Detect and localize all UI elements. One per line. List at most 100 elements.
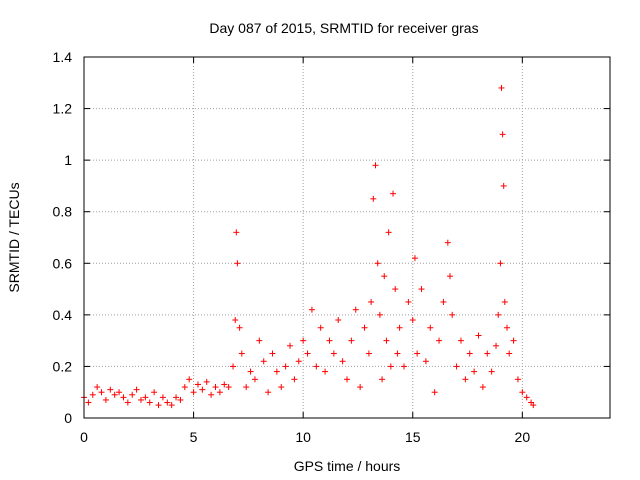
data-point [98, 389, 105, 396]
data-point [107, 386, 114, 393]
data-point [236, 324, 243, 331]
data-point [530, 402, 537, 409]
data-point [436, 337, 443, 344]
data-point [137, 396, 144, 403]
data-point [344, 376, 350, 383]
y-tick-label: 1.4 [53, 49, 73, 65]
x-tick-label: 20 [515, 429, 531, 445]
data-point [466, 350, 473, 357]
data-point [291, 376, 298, 383]
data-point [313, 363, 320, 370]
data-point [265, 389, 272, 396]
data-point [335, 317, 342, 324]
data-point [498, 84, 505, 91]
data-point [510, 337, 517, 344]
data-point [203, 378, 210, 385]
data-point [370, 195, 377, 202]
plot-frame [83, 56, 611, 419]
data-point [368, 298, 375, 305]
data-point [396, 324, 403, 331]
y-axis-label: SRMTID / TECUs [6, 182, 22, 292]
data-point [348, 337, 355, 344]
data-point [155, 402, 162, 409]
x-tick-label: 5 [190, 429, 198, 445]
data-point [146, 399, 153, 406]
data-point [352, 306, 359, 313]
data-point [102, 396, 109, 403]
x-axis-label: GPS time / hours [294, 458, 401, 474]
data-point [357, 384, 364, 391]
data-point [390, 190, 397, 197]
data-point [394, 350, 401, 357]
data-point [376, 311, 383, 318]
data-points [81, 84, 537, 409]
data-point [519, 389, 526, 396]
data-point [151, 389, 158, 396]
data-point [287, 342, 294, 349]
data-point [514, 376, 521, 383]
data-point [159, 394, 166, 401]
data-point [493, 342, 500, 349]
data-point [177, 396, 184, 403]
data-point [317, 324, 324, 331]
data-point [190, 389, 197, 396]
data-point [216, 389, 223, 396]
data-point [409, 317, 416, 324]
data-point [221, 381, 228, 388]
data-point [273, 368, 280, 375]
data-point [387, 363, 394, 370]
data-point [400, 363, 407, 370]
data-point [479, 384, 486, 391]
data-point [111, 391, 118, 398]
data-point [523, 394, 530, 401]
data-point [484, 350, 491, 357]
data-point [269, 350, 276, 357]
data-point [129, 391, 136, 398]
data-point [475, 332, 482, 339]
data-point [385, 229, 392, 236]
data-point [339, 358, 346, 365]
data-point [295, 358, 302, 365]
data-point [282, 363, 289, 370]
data-point [365, 350, 372, 357]
data-point [233, 229, 240, 236]
y-tick-label: 1.2 [53, 101, 73, 117]
data-point [449, 311, 456, 318]
data-point [256, 337, 263, 344]
data-point [503, 324, 510, 331]
data-point [462, 376, 469, 383]
data-point [247, 368, 254, 375]
data-point [186, 376, 193, 383]
data-point [194, 381, 201, 388]
y-tick-label: 0.8 [53, 204, 73, 220]
data-point [457, 337, 464, 344]
data-point [304, 350, 311, 357]
data-point [453, 363, 460, 370]
data-point [497, 260, 504, 267]
y-tick-label: 0.2 [53, 358, 73, 374]
data-point [374, 260, 381, 267]
data-point [208, 391, 215, 398]
data-point [501, 298, 508, 305]
data-point [322, 368, 329, 375]
data-point [427, 324, 434, 331]
y-tick-label: 0.6 [53, 255, 73, 271]
data-point [308, 306, 315, 313]
y-tick-label: 1 [64, 152, 72, 168]
data-point [120, 394, 127, 401]
data-point [181, 384, 188, 391]
data-point [326, 337, 333, 344]
data-point [124, 399, 131, 406]
data-point [431, 389, 438, 396]
data-point [260, 358, 267, 365]
data-point [234, 260, 241, 267]
data-point [133, 386, 140, 393]
data-point [243, 384, 250, 391]
data-point [405, 298, 412, 305]
data-point [238, 350, 245, 357]
data-point [379, 376, 386, 383]
data-point [212, 384, 219, 391]
chart-title: Day 087 of 2015, SRMTID for receiver gra… [209, 20, 478, 36]
data-point [500, 182, 507, 189]
